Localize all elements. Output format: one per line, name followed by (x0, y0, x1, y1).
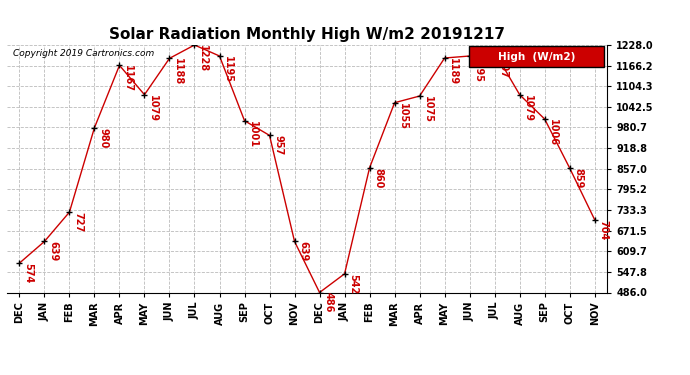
Text: 1207: 1207 (498, 52, 509, 79)
Text: 980: 980 (98, 128, 108, 148)
Text: 1195: 1195 (224, 56, 233, 83)
Text: 704: 704 (598, 220, 609, 240)
Text: Copyright 2019 Cartronics.com: Copyright 2019 Cartronics.com (13, 49, 154, 58)
Text: 1188: 1188 (173, 58, 184, 86)
Text: 1075: 1075 (424, 96, 433, 123)
Text: 1189: 1189 (448, 58, 458, 85)
Text: 1228: 1228 (198, 45, 208, 72)
Text: 1079: 1079 (148, 95, 158, 122)
Text: 542: 542 (348, 274, 358, 294)
Text: 1195: 1195 (473, 56, 484, 83)
Text: 486: 486 (324, 292, 333, 313)
Text: 574: 574 (23, 263, 33, 284)
Text: 1079: 1079 (524, 95, 533, 122)
Text: 727: 727 (73, 212, 83, 232)
Text: 1167: 1167 (124, 65, 133, 92)
Text: 639: 639 (298, 242, 308, 262)
Text: 1001: 1001 (248, 121, 258, 148)
Text: 1055: 1055 (398, 103, 408, 130)
Text: 639: 639 (48, 242, 58, 262)
Text: 859: 859 (573, 168, 584, 189)
Text: High  (W/m2): High (W/m2) (498, 52, 575, 62)
Title: Solar Radiation Monthly High W/m2 20191217: Solar Radiation Monthly High W/m2 201912… (109, 27, 505, 42)
Text: 1006: 1006 (549, 119, 558, 146)
Text: 957: 957 (273, 135, 284, 156)
Text: 860: 860 (373, 168, 384, 188)
FancyBboxPatch shape (469, 46, 604, 67)
